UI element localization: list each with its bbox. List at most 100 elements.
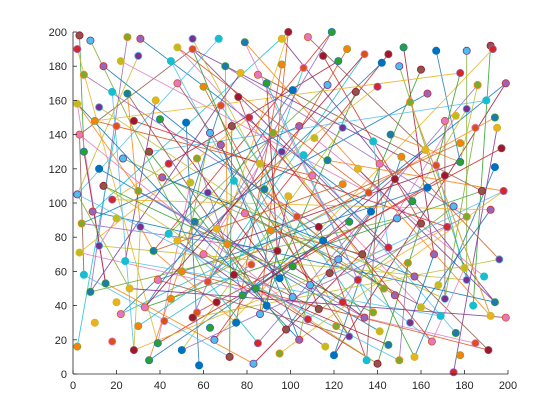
- data-point: [364, 188, 373, 197]
- data-point: [416, 303, 425, 312]
- data-point: [319, 51, 328, 60]
- data-point: [73, 190, 82, 199]
- data-point: [136, 222, 145, 231]
- y-tick-label: 120: [49, 164, 67, 176]
- data-point: [421, 145, 430, 154]
- data-point: [462, 212, 471, 221]
- network-edge: [176, 105, 222, 241]
- network-edge: [409, 101, 492, 317]
- data-point: [484, 346, 493, 355]
- data-point: [216, 140, 225, 149]
- data-point: [77, 219, 86, 228]
- network-edge: [99, 245, 467, 281]
- data-point: [480, 272, 489, 281]
- x-tick-label: 40: [154, 380, 166, 392]
- network-edge: [307, 206, 454, 320]
- data-point: [212, 298, 221, 307]
- data-point: [136, 34, 145, 43]
- data-point: [192, 308, 201, 317]
- y-tick-label: 60: [55, 266, 67, 278]
- data-point: [273, 246, 282, 255]
- data-point: [173, 43, 182, 52]
- data-point: [140, 303, 149, 312]
- x-tick-label: 140: [368, 380, 386, 392]
- network-edge: [92, 31, 289, 212]
- data-point: [203, 277, 212, 286]
- data-point: [240, 209, 249, 218]
- network-edge: [157, 279, 350, 337]
- network-edge: [83, 74, 320, 228]
- data-point: [395, 356, 404, 365]
- data-point: [295, 122, 304, 131]
- data-point: [343, 45, 352, 54]
- data-point: [108, 337, 117, 346]
- data-point: [486, 311, 495, 320]
- data-point: [182, 118, 191, 127]
- data-point: [188, 45, 197, 54]
- network-edge: [237, 96, 320, 310]
- data-point: [351, 87, 360, 96]
- data-point: [338, 123, 347, 132]
- data-point: [145, 356, 154, 365]
- data-point: [288, 262, 297, 271]
- data-point: [240, 38, 249, 47]
- data-point: [432, 46, 441, 55]
- network-edge: [444, 127, 476, 299]
- network-edge: [220, 105, 365, 318]
- data-point: [338, 298, 347, 307]
- data-point: [314, 304, 323, 313]
- network-edge: [411, 108, 468, 202]
- data-point: [429, 250, 438, 259]
- data-point: [112, 122, 121, 131]
- data-point: [112, 298, 121, 307]
- network-edge: [79, 35, 85, 152]
- network-edge: [129, 288, 506, 319]
- network-edge: [89, 37, 128, 292]
- data-point: [462, 46, 471, 55]
- data-point: [386, 130, 395, 139]
- network-edge: [83, 151, 107, 284]
- data-point: [486, 205, 495, 214]
- y-tick-label: 200: [49, 27, 67, 39]
- data-point: [236, 69, 245, 78]
- x-tick-label: 200: [499, 380, 517, 392]
- x-tick-label: 100: [281, 380, 299, 392]
- data-point: [253, 339, 262, 348]
- data-point: [410, 352, 419, 361]
- data-point: [134, 51, 143, 60]
- network-edge: [126, 93, 141, 227]
- data-point: [260, 185, 269, 194]
- network-edge: [76, 103, 139, 192]
- network-edge: [149, 99, 487, 153]
- data-point: [303, 33, 312, 42]
- network-edge: [192, 258, 500, 319]
- nodes-layer: [73, 27, 510, 377]
- network-edge: [79, 117, 250, 253]
- data-point: [90, 318, 99, 327]
- data-point: [151, 96, 160, 105]
- x-tick-label: 0: [70, 380, 76, 392]
- data-point: [212, 224, 221, 233]
- data-point: [434, 281, 443, 290]
- data-point: [353, 275, 362, 284]
- data-point: [440, 171, 449, 180]
- network-edge: [76, 194, 130, 289]
- data-point: [399, 43, 408, 52]
- data-point: [299, 63, 308, 72]
- data-point: [119, 154, 128, 163]
- network-edge: [98, 218, 117, 247]
- data-point: [390, 175, 399, 184]
- data-point: [173, 236, 182, 245]
- data-point: [473, 81, 482, 90]
- y-tick-label: 40: [55, 301, 67, 313]
- data-point: [390, 291, 399, 300]
- data-point: [125, 284, 134, 293]
- data-point: [190, 217, 199, 226]
- network-edge: [124, 100, 157, 262]
- data-point: [155, 115, 164, 124]
- data-point: [79, 70, 88, 79]
- network-edge: [264, 48, 348, 190]
- data-point: [199, 82, 208, 91]
- data-point: [134, 186, 143, 195]
